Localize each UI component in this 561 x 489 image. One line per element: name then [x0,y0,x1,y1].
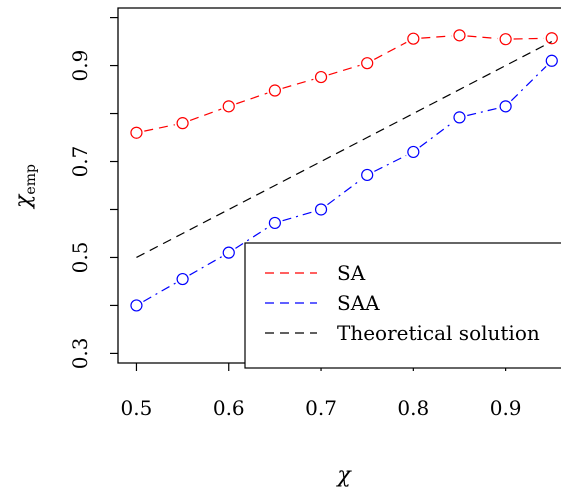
point-saa [407,145,420,159]
point-saa [176,272,189,286]
point-sa [499,33,512,46]
y-axis: 0.3 0.5 0.7 0.9 [68,16,118,369]
y-tick-label: 0.3 [68,337,92,369]
x-tick-label: 0.5 [121,396,153,420]
point-sa [453,29,466,42]
point-saa [499,100,512,113]
series-line-saa [374,154,407,172]
series-line-sa [513,37,544,40]
series-line-saa [327,179,362,206]
point-sa [130,126,143,139]
series-line-theoretical-solution [136,41,553,258]
x-axis-label: χ [335,463,352,488]
legend-label-saa: SAA [337,291,380,315]
series-line-saa [419,121,454,148]
series-line-sa [144,124,175,132]
series-markers [130,29,558,312]
legend-box [244,242,561,369]
point-saa [130,299,143,312]
legend-label-sa: SA [337,261,366,285]
point-sa [361,57,374,70]
series-line-saa [467,107,498,117]
point-saa [361,168,374,182]
point-saa [545,54,558,67]
y-tick-label: 0.5 [68,242,92,274]
y-axis-label-main: χ [11,193,36,210]
y-axis-label-sub: emp [23,164,39,195]
point-saa [453,111,466,124]
point-saa [268,216,281,230]
legend-label-theoretical-solution: Theoretical solution [337,321,540,345]
series-line-saa [235,226,269,249]
series-lines [136,35,553,302]
point-sa [176,117,189,130]
x-tick-label: 0.9 [490,396,522,420]
point-saa [314,203,328,216]
series-line-sa [467,35,498,40]
x-tick-label: 0.7 [305,396,337,420]
legend: SA SAA Theoretical solution [244,242,561,369]
series-line-sa [236,92,268,105]
y-tick-label: 0.7 [68,146,92,178]
series-line-saa [189,256,223,276]
series-line-sa [328,64,360,76]
y-tick-label: 0.9 [68,50,92,82]
series-line-saa [510,65,547,102]
point-sa [314,70,328,84]
series-line-sa [282,78,314,89]
series-line-saa [143,282,176,302]
point-sa [222,100,235,113]
point-saa [222,246,235,259]
point-sa [545,32,558,45]
point-sa [268,84,281,97]
point-sa [407,32,420,45]
series-line-saa [282,211,314,222]
x-tick-label: 0.6 [213,396,245,420]
x-axis: 0.5 0.6 0.7 0.8 0.9 [121,363,522,420]
x-tick-label: 0.8 [397,396,429,420]
series-line-sa [421,35,452,39]
series-line-sa [373,41,407,60]
y-axis-label: χemp [11,164,39,210]
series-line-sa [189,108,222,121]
